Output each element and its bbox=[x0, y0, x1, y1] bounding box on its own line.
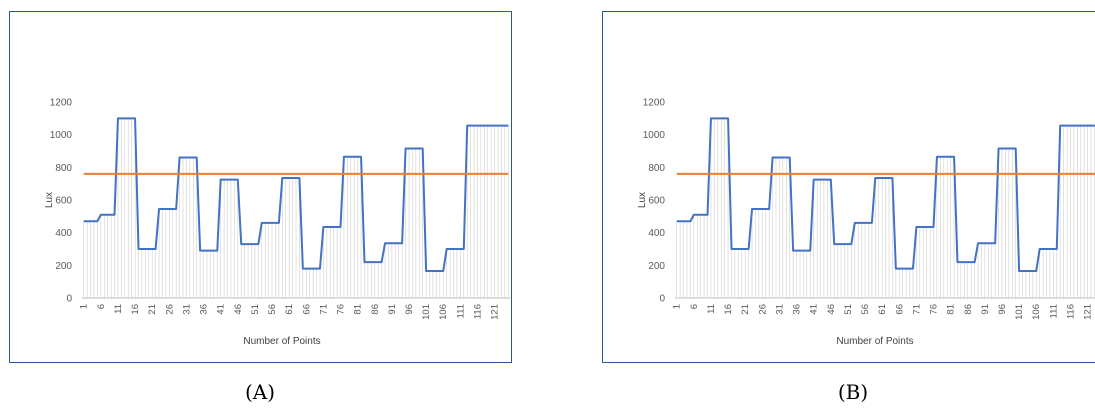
x-tick-label: 86 bbox=[370, 304, 381, 315]
x-tick-label: 11 bbox=[113, 304, 124, 314]
x-tick-label: 56 bbox=[860, 304, 871, 315]
x-tick-label: 36 bbox=[199, 304, 210, 315]
x-tick-label: 36 bbox=[792, 304, 803, 315]
x-tick-label: 121 bbox=[490, 304, 501, 320]
x-tick-label: 56 bbox=[267, 304, 278, 315]
x-tick-label: 76 bbox=[929, 304, 940, 315]
x-tick-label: 111 bbox=[1048, 304, 1059, 318]
x-axis-title: Number of Points bbox=[836, 336, 913, 347]
x-tick-label: 96 bbox=[997, 304, 1008, 315]
y-tick-label: 1200 bbox=[643, 98, 666, 109]
y-tick-label: 400 bbox=[648, 228, 665, 239]
x-tick-label: 101 bbox=[421, 304, 432, 320]
y-tick-label: 1000 bbox=[643, 130, 666, 141]
x-tick-label: 6 bbox=[96, 304, 107, 309]
x-tick-label: 6 bbox=[689, 304, 700, 309]
x-tick-label: 61 bbox=[877, 304, 888, 315]
x-tick-label: 96 bbox=[404, 304, 415, 315]
x-tick-label: 46 bbox=[826, 304, 837, 315]
x-tick-label: 86 bbox=[963, 304, 974, 315]
x-tick-label: 26 bbox=[757, 304, 768, 315]
x-tick-label: 41 bbox=[809, 304, 820, 315]
x-tick-label: 81 bbox=[946, 304, 957, 315]
caption-b: (B) bbox=[837, 380, 869, 404]
x-tick-label: 91 bbox=[387, 304, 398, 315]
y-tick-label: 800 bbox=[55, 163, 72, 174]
x-tick-label: 81 bbox=[353, 304, 364, 315]
x-tick-label: 91 bbox=[980, 304, 991, 315]
x-axis-title: Number of Points bbox=[243, 336, 320, 347]
x-tick-label: 1 bbox=[672, 304, 683, 309]
x-tick-label: 101 bbox=[1014, 304, 1025, 320]
x-tick-label: 61 bbox=[284, 304, 295, 315]
x-tick-label: 21 bbox=[147, 304, 158, 315]
x-tick-label: 71 bbox=[318, 304, 329, 315]
x-tick-label: 51 bbox=[250, 304, 261, 315]
x-tick-label: 21 bbox=[740, 304, 751, 315]
x-tick-label: 111 bbox=[455, 304, 466, 318]
x-tick-label: 121 bbox=[1083, 304, 1094, 320]
x-tick-label: 41 bbox=[216, 304, 227, 315]
y-tick-label: 1200 bbox=[50, 98, 73, 109]
x-tick-label: 31 bbox=[774, 304, 785, 315]
x-tick-label: 1 bbox=[79, 304, 90, 309]
x-tick-label: 51 bbox=[843, 304, 854, 315]
y-tick-label: 1000 bbox=[50, 130, 73, 141]
x-tick-label: 116 bbox=[472, 304, 483, 319]
y-tick-label: 600 bbox=[648, 196, 665, 207]
chart-panel-a: 0 200 400 600 800 1000 1200 1 6 11 16 21 26 31 36 41 46 5… bbox=[9, 11, 512, 363]
x-tick-label: 11 bbox=[706, 304, 717, 314]
x-tick-label: 66 bbox=[894, 304, 905, 315]
y-axis-title: Lux bbox=[44, 192, 55, 208]
x-tick-label: 71 bbox=[911, 304, 922, 315]
x-tick-label: 116 bbox=[1065, 304, 1076, 319]
x-tick-label: 26 bbox=[164, 304, 175, 315]
x-tick-label: 16 bbox=[130, 304, 141, 315]
y-tick-label: 0 bbox=[66, 294, 72, 305]
y-tick-label: 200 bbox=[55, 261, 72, 272]
y-axis-title: Lux bbox=[637, 192, 648, 208]
y-tick-label: 800 bbox=[648, 163, 665, 174]
x-tick-label: 16 bbox=[723, 304, 734, 315]
x-tick-label: 106 bbox=[1031, 304, 1042, 320]
caption-a: (A) bbox=[244, 380, 276, 404]
y-tick-label: 400 bbox=[55, 228, 72, 239]
series-line bbox=[83, 117, 509, 273]
chart-panel-b: 0 200 400 600 800 1000 1200 1 6 11 16 21 26 31 36 41 46 5… bbox=[602, 11, 1095, 363]
x-tick-label: 46 bbox=[233, 304, 244, 315]
x-tick-label: 66 bbox=[301, 304, 312, 315]
series-line bbox=[676, 117, 1095, 273]
y-tick-label: 600 bbox=[55, 196, 72, 207]
x-tick-label: 106 bbox=[438, 304, 449, 320]
x-tick-label: 31 bbox=[181, 304, 192, 315]
x-tick-label: 76 bbox=[336, 304, 347, 315]
y-tick-label: 200 bbox=[648, 261, 665, 272]
y-tick-label: 0 bbox=[659, 294, 665, 305]
